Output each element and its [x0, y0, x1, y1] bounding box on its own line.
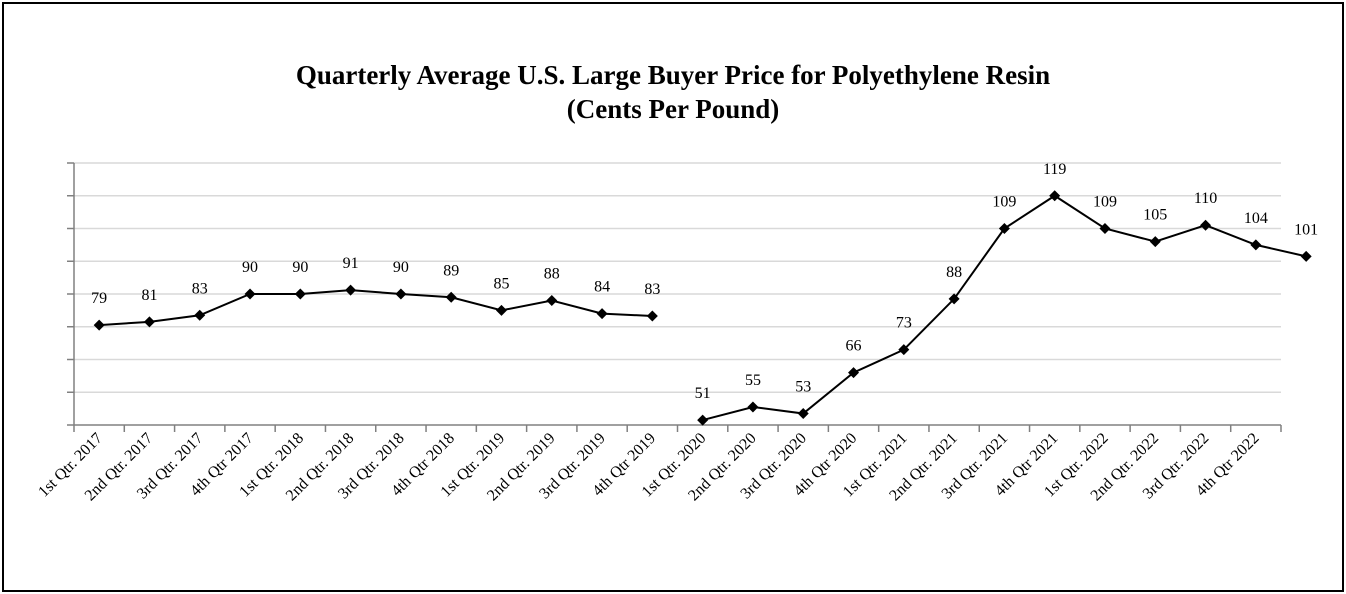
- chart-title-line1: Quarterly Average U.S. Large Buyer Price…: [295, 60, 1051, 90]
- data-label: 104: [1244, 210, 1268, 227]
- data-label: 85: [493, 275, 509, 292]
- data-point-marker: [395, 288, 407, 300]
- data-point-marker: [848, 367, 860, 379]
- data-label: 53: [795, 379, 811, 396]
- data-label: 66: [846, 338, 862, 355]
- data-label: 89: [443, 262, 459, 279]
- data-label: 83: [644, 281, 660, 298]
- data-label: 83: [192, 280, 208, 297]
- data-point-marker: [143, 316, 155, 328]
- data-point-marker: [1149, 236, 1161, 248]
- data-point-marker: [948, 293, 960, 305]
- data-label: 73: [896, 315, 912, 332]
- data-label: 105: [1143, 207, 1167, 224]
- data-label: 109: [992, 194, 1016, 211]
- data-point-marker: [998, 223, 1010, 234]
- data-label: 101: [1294, 221, 1318, 238]
- data-point-marker: [1099, 223, 1111, 234]
- data-label: 119: [1043, 161, 1066, 178]
- data-point-marker: [345, 284, 357, 296]
- data-point-marker: [244, 288, 256, 300]
- data-label: 84: [594, 279, 610, 296]
- data-point-marker: [747, 401, 759, 413]
- data-label: 109: [1093, 194, 1117, 211]
- data-point-marker: [194, 309, 206, 321]
- data-point-marker: [294, 288, 306, 300]
- data-label: 79: [91, 290, 107, 307]
- data-label: 90: [393, 259, 409, 276]
- data-label: 88: [544, 266, 560, 283]
- data-point-marker: [93, 319, 105, 331]
- data-label: 90: [292, 259, 308, 276]
- series: [93, 190, 1312, 426]
- data-label: 51: [695, 385, 711, 402]
- data-label: 81: [141, 287, 157, 304]
- data-point-marker: [1250, 239, 1262, 251]
- chart-title-line2: (Cents Per Pound): [566, 94, 780, 124]
- data-point-marker: [445, 291, 457, 303]
- data-label: 90: [242, 259, 258, 276]
- chart-title: Quarterly Average U.S. Large Buyer Price…: [0, 58, 1346, 126]
- data-label: 110: [1194, 190, 1217, 207]
- axes: [67, 162, 1282, 432]
- data-point-marker: [797, 408, 809, 420]
- data-point-marker: [697, 414, 709, 426]
- data-point-marker: [546, 295, 558, 307]
- data-label: 88: [946, 264, 962, 281]
- data-point-marker: [1300, 250, 1312, 262]
- series-line: [99, 289, 653, 327]
- data-point-marker: [596, 308, 608, 320]
- data-point-marker: [646, 310, 658, 322]
- data-label: 91: [343, 255, 359, 272]
- data-labels: 79 81 83 90 90 91 90 89 85 88 84 83 51 55 53 66 73 88 109 1…: [91, 161, 1318, 402]
- data-label: 55: [745, 372, 761, 389]
- data-point-marker: [1200, 219, 1212, 231]
- data-point-marker: [495, 304, 507, 316]
- data-point-marker: [898, 344, 910, 356]
- data-point-marker: [1049, 190, 1061, 202]
